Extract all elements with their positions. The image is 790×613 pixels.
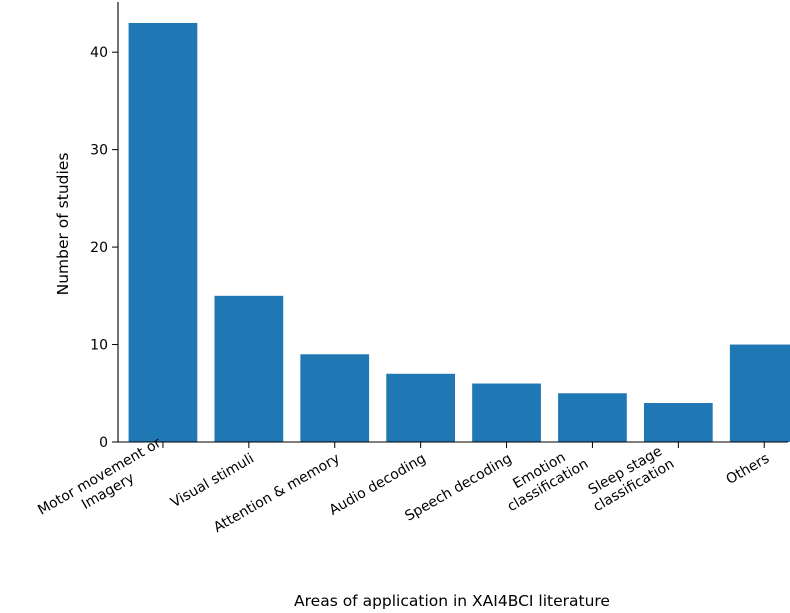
bar-3 (300, 354, 370, 442)
y-tick-label: 0 (99, 435, 108, 451)
bar-2 (214, 295, 284, 442)
bar-5 (472, 383, 541, 442)
x-tick-label: Others (723, 451, 772, 488)
bar-6 (558, 393, 627, 442)
bar-7 (643, 403, 713, 442)
y-tick-label: 20 (90, 240, 108, 256)
y-tick-label: 10 (90, 338, 108, 354)
bars (128, 22, 790, 442)
y-axis-title: Number of studies (54, 153, 72, 296)
y-tick-label: 30 (90, 143, 108, 159)
y-ticks: 0 10 20 30 40 (90, 45, 118, 451)
bar-1 (128, 22, 198, 442)
x-tick-label-line: Visual stimuli (168, 451, 257, 511)
bar-8 (729, 344, 790, 442)
x-tick-label-line: Others (723, 451, 772, 488)
x-tick-label: Visual stimuli (168, 451, 257, 511)
x-axis-title: Areas of application in XAI4BCI literatu… (294, 592, 610, 610)
bar-4 (386, 373, 455, 442)
y-tick-label: 40 (90, 45, 108, 61)
